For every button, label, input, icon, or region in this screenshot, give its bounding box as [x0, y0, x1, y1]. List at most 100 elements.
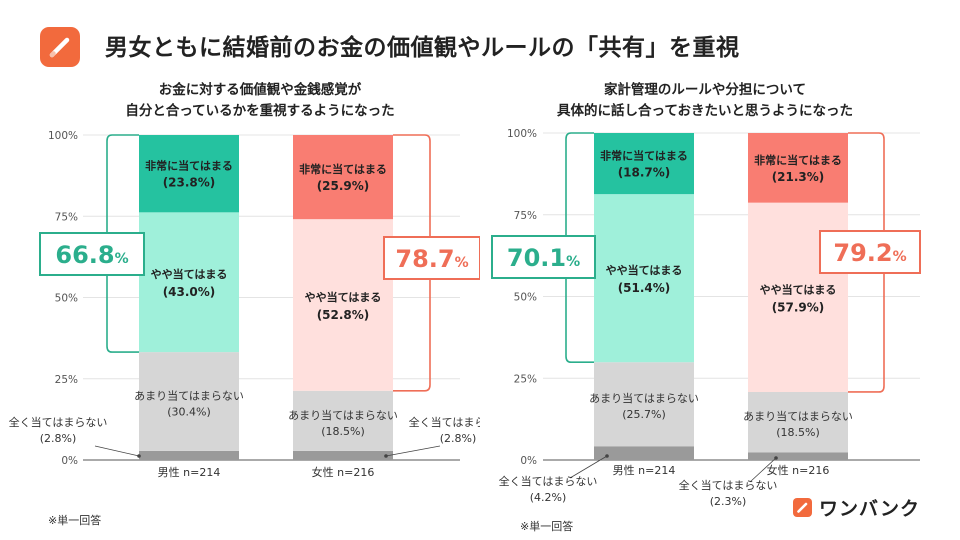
y-tick-label: 50%	[514, 292, 537, 304]
bar-segment	[293, 390, 393, 451]
total-unit: %	[455, 255, 469, 271]
bar-segment	[594, 194, 694, 363]
bar-segment	[293, 450, 393, 460]
series-name-label: やや当てはまる	[305, 290, 382, 304]
leader-dot	[137, 454, 141, 458]
total-unit: %	[566, 254, 580, 270]
pencil-icon	[793, 498, 812, 517]
series-name-label: 全く当てはまらない	[409, 415, 480, 429]
brand-logo: ワンバンク	[793, 494, 920, 521]
leader-line	[385, 445, 441, 457]
stacked-bar-chart-left: 0% 25% 50% 75% 100% 全く当てはまらない (2.8%) あまり当てはまらない…	[9, 130, 480, 479]
total-box	[491, 235, 596, 279]
total-box	[383, 236, 480, 280]
y-tick-label: 0%	[61, 455, 78, 467]
footnote: ※単一回答	[48, 514, 102, 527]
brand-name: ワンバンク	[819, 498, 920, 520]
subtitle-line: 具体的に話し合っておきたいと思うようになった	[557, 103, 853, 119]
leader-dot	[384, 454, 388, 458]
data-label: (52.8%)	[317, 308, 370, 322]
data-label: (23.8%)	[163, 176, 216, 190]
subtitle-line: 自分と合っているかを重視するようになった	[125, 103, 395, 119]
total-label: 78.7%	[395, 245, 468, 273]
series-name-label: 非常に当てはまる	[600, 149, 688, 163]
data-label: (18.7%)	[618, 166, 671, 180]
total-unit: %	[893, 249, 907, 265]
y-tick-label: 75%	[55, 211, 78, 223]
total-box	[39, 232, 145, 276]
bar-segment	[139, 352, 239, 451]
bar-segment	[139, 135, 239, 213]
y-tick-label: 0%	[520, 455, 537, 467]
leader-line	[94, 445, 140, 457]
x-category-label: 男性 n=214	[158, 465, 221, 479]
series-name-label: あまり当てはまらない	[743, 409, 853, 423]
total-value: 70.1	[507, 244, 566, 272]
total-box	[819, 230, 921, 274]
series-name-label: 非常に当てはまる	[754, 153, 842, 167]
y-tick-label: 25%	[514, 373, 537, 385]
leader-line	[749, 457, 777, 483]
y-tick-label: 50%	[55, 293, 78, 305]
series-name-label: 全く当てはまらない	[679, 478, 778, 492]
leader-line	[569, 455, 608, 479]
data-label: (18.5%)	[321, 425, 365, 438]
x-category-label: 女性 n=216	[767, 463, 830, 477]
y-tick-label: 100%	[48, 130, 78, 142]
series-name-label: あまり当てはまらない	[589, 391, 699, 405]
bar-segment	[594, 446, 694, 460]
series-name-label: やや当てはまる	[606, 263, 683, 277]
bar-segment	[594, 362, 694, 447]
data-label: (18.5%)	[776, 426, 820, 439]
page-title: 男女ともに結婚前のお金の価値観やルールの「共有」を重視	[105, 35, 740, 61]
series-name-label: 非常に当てはまる	[299, 162, 387, 176]
total-value: 78.7	[395, 245, 454, 273]
total-label: 70.1%	[507, 244, 580, 272]
pencil-icon	[40, 27, 80, 67]
data-label: (25.7%)	[622, 408, 666, 421]
chart-subtitle-left: お金に対する価値観や金銭感覚が 自分と合っているかを重視するようになった	[95, 80, 425, 122]
subtitle-line: 家計管理のルールや分担について	[603, 82, 807, 98]
series-name-label: あまり当てはまらない	[134, 389, 244, 403]
x-category-label: 男性 n=214	[613, 463, 676, 477]
data-label: (2.8%)	[40, 432, 77, 445]
leader-dot	[774, 456, 778, 460]
bar-segment	[293, 219, 393, 391]
series-name-label: 全く当てはまらない	[9, 415, 108, 429]
series-name-label: やや当てはまる	[760, 282, 837, 296]
total-value: 66.8	[55, 241, 114, 269]
bar-segment	[594, 133, 694, 195]
data-label: (57.9%)	[772, 300, 825, 314]
stacked-bar-chart-right: 0% 25% 50% 75% 100% 全く当てはまらない (4.2%) あまり当てはまらない…	[491, 128, 921, 508]
data-label: (25.9%)	[317, 179, 370, 193]
y-tick-label: 100%	[507, 128, 537, 140]
x-category-label: 女性 n=216	[312, 465, 375, 479]
data-label: (2.3%)	[710, 495, 747, 508]
series-name-label: 非常に当てはまる	[145, 159, 233, 173]
total-label: 66.8%	[55, 241, 128, 269]
footnote: ※単一回答	[520, 520, 574, 533]
subtitle-line: お金に対する価値観や金銭感覚が	[158, 82, 362, 98]
total-label: 79.2%	[833, 239, 906, 267]
bar-segment	[748, 391, 848, 453]
data-label: (21.3%)	[772, 170, 825, 184]
bar-segment	[139, 450, 239, 460]
leader-dot	[605, 454, 609, 458]
data-label: (4.2%)	[530, 491, 567, 504]
data-label: (43.0%)	[163, 285, 216, 299]
data-label: (30.4%)	[167, 406, 211, 419]
bar-segment	[139, 212, 239, 353]
chart-subtitle-right: 家計管理のルールや分担について 具体的に話し合っておきたいと思うようになった	[525, 80, 885, 122]
bar-segment	[748, 452, 848, 460]
total-unit: %	[115, 251, 129, 267]
data-label: (2.8%)	[440, 432, 477, 445]
bar-segment	[293, 135, 393, 220]
series-name-label: 全く当てはまらない	[499, 474, 598, 488]
data-label: (51.4%)	[618, 281, 671, 295]
y-tick-label: 75%	[514, 210, 537, 222]
series-name-label: あまり当てはまらない	[288, 408, 398, 422]
bar-segment	[748, 133, 848, 203]
series-name-label: やや当てはまる	[151, 267, 228, 281]
y-tick-label: 25%	[55, 374, 78, 386]
